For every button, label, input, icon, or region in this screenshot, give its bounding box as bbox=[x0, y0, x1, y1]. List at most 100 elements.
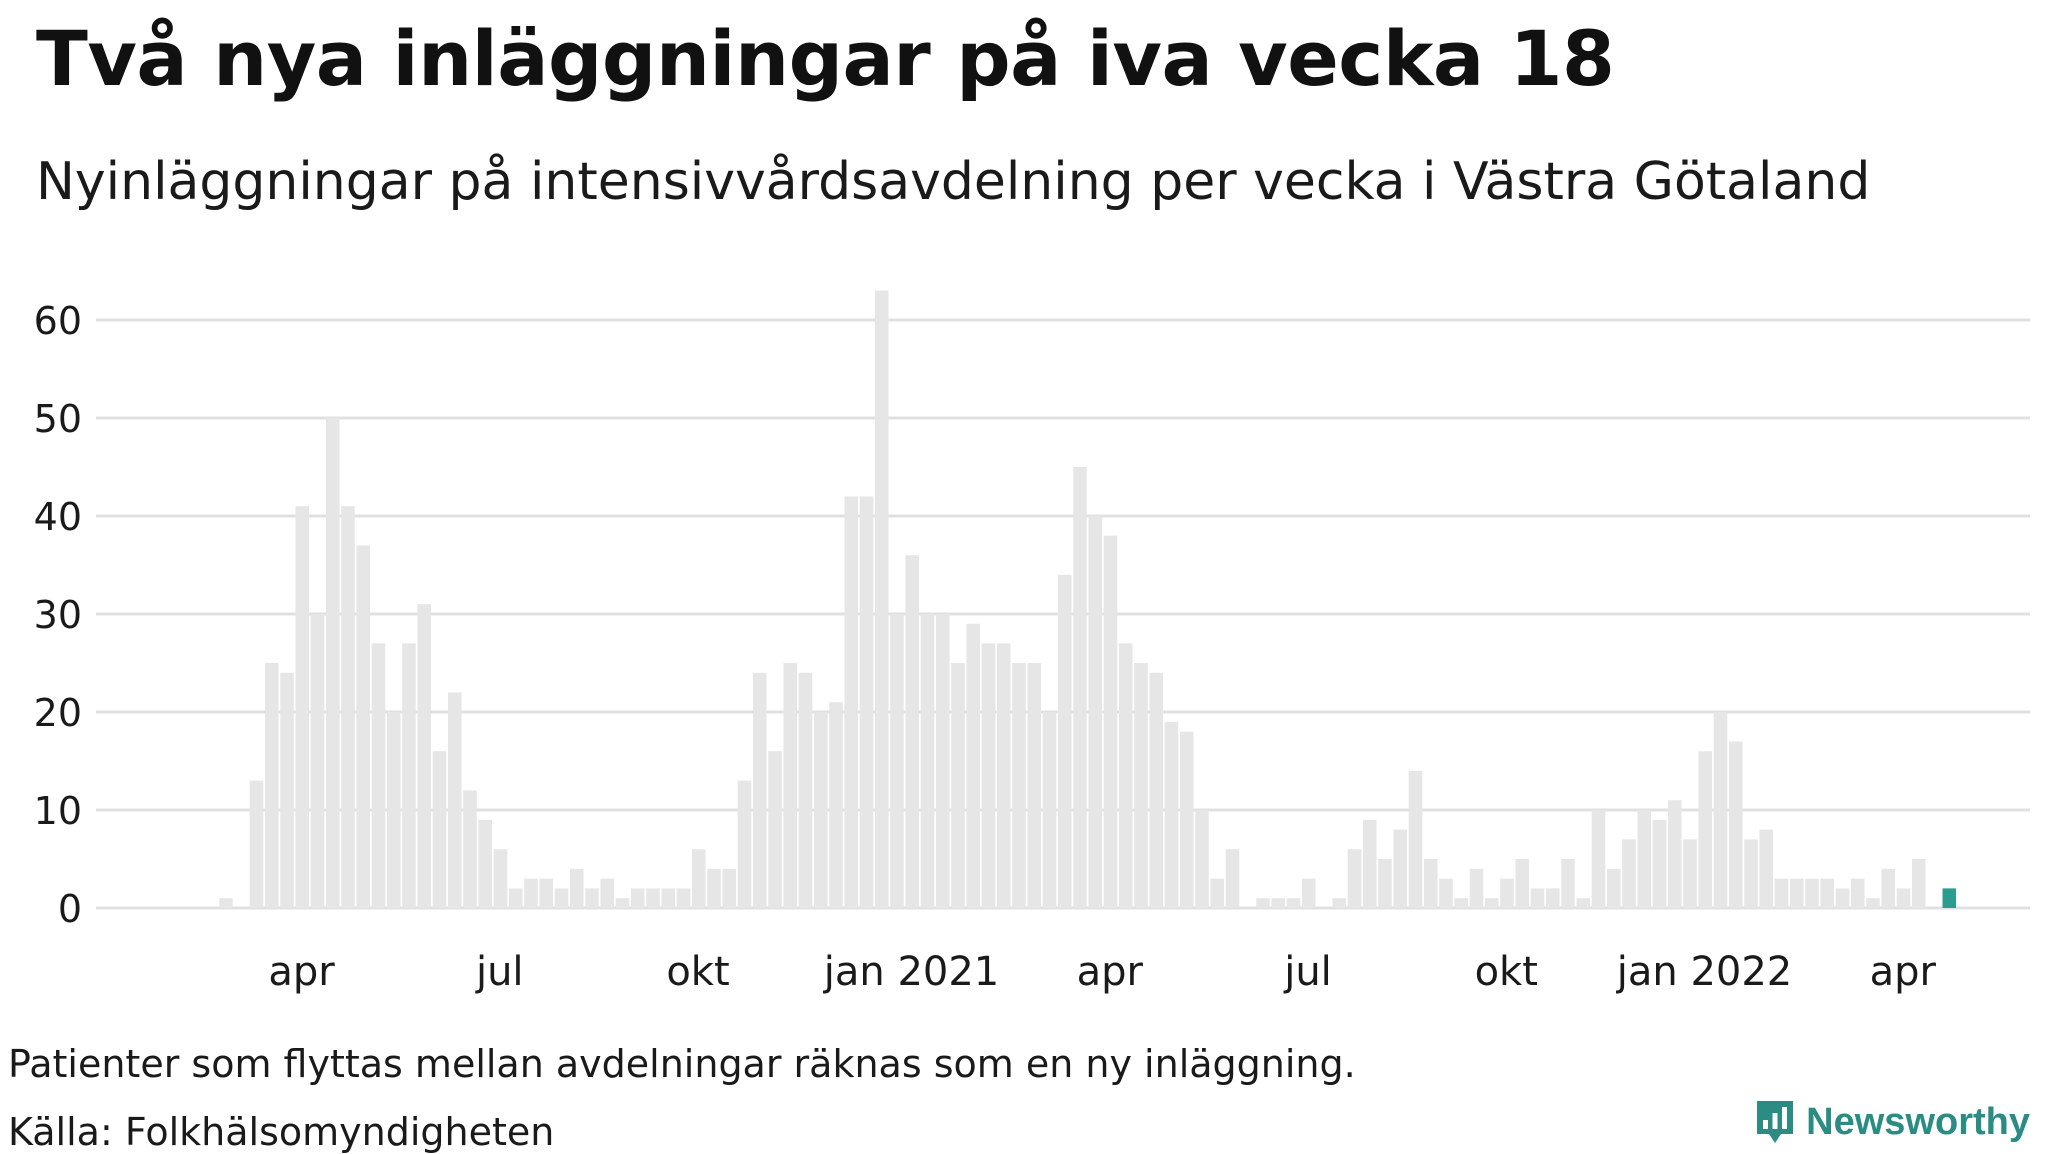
bar bbox=[1149, 672, 1163, 908]
chart-title: Två nya inläggningar på iva vecka 18 bbox=[36, 14, 1615, 103]
brand-name: Newsworthy bbox=[1806, 1100, 2030, 1143]
source-note: Källa: Folkhälsomyndigheten bbox=[8, 1110, 555, 1154]
bar bbox=[265, 663, 279, 908]
bar bbox=[951, 663, 965, 908]
bar bbox=[1790, 878, 1804, 908]
bar bbox=[798, 672, 813, 908]
bar bbox=[1896, 888, 1911, 908]
bar bbox=[1073, 467, 1087, 908]
bar bbox=[417, 604, 431, 908]
bar bbox=[1210, 878, 1224, 908]
bar bbox=[1088, 516, 1102, 908]
bar bbox=[1515, 859, 1529, 908]
bar bbox=[1103, 535, 1118, 908]
bar bbox=[1744, 839, 1758, 908]
bar bbox=[432, 751, 447, 908]
bar bbox=[1058, 574, 1072, 908]
bar bbox=[1439, 878, 1453, 908]
bar bbox=[554, 888, 569, 908]
y-axis-ticks: 0 10 20 30 40 50 60 bbox=[34, 299, 82, 931]
bar bbox=[1637, 810, 1651, 908]
bar bbox=[1683, 839, 1697, 908]
bar bbox=[478, 819, 492, 908]
bar bbox=[1164, 721, 1179, 908]
bar bbox=[1866, 898, 1880, 908]
bar bbox=[1408, 770, 1423, 908]
bar bbox=[356, 545, 370, 908]
bar bbox=[1195, 810, 1209, 908]
bar bbox=[753, 672, 767, 908]
bar bbox=[997, 643, 1011, 908]
x-tick-label: jan 2021 bbox=[823, 949, 1000, 995]
chart-subtitle: Nyinläggningar på intensivvårdsavdelning… bbox=[36, 152, 1871, 212]
bar bbox=[1835, 888, 1850, 908]
bar bbox=[1622, 839, 1636, 908]
bar bbox=[295, 506, 309, 908]
bar bbox=[1851, 878, 1865, 908]
bar bbox=[936, 614, 950, 908]
x-tick-label: jul bbox=[475, 949, 524, 995]
bar bbox=[829, 702, 843, 908]
bar bbox=[326, 418, 340, 908]
x-tick-label: apr bbox=[1077, 949, 1144, 995]
bar bbox=[1881, 868, 1895, 908]
bar bbox=[1180, 731, 1194, 908]
bar bbox=[1347, 849, 1362, 908]
bar bbox=[493, 849, 508, 908]
bar bbox=[814, 712, 828, 908]
bar bbox=[1393, 829, 1407, 908]
y-tick-label: 10 bbox=[34, 789, 82, 833]
bar bbox=[692, 849, 706, 908]
bars bbox=[219, 290, 1956, 909]
bar bbox=[661, 888, 675, 908]
bar bbox=[1454, 898, 1468, 908]
bar bbox=[768, 751, 782, 908]
bar bbox=[1302, 878, 1316, 908]
y-tick-label: 20 bbox=[34, 691, 82, 735]
bar bbox=[219, 898, 233, 908]
bar bbox=[1561, 859, 1575, 908]
bar bbox=[1134, 663, 1148, 908]
newsworthy-brand[interactable]: Newsworthy bbox=[1754, 1098, 2030, 1146]
x-tick-label: apr bbox=[268, 949, 335, 995]
bar bbox=[371, 643, 386, 908]
bar bbox=[1271, 898, 1285, 908]
bar bbox=[646, 888, 660, 908]
bar bbox=[1119, 643, 1133, 908]
y-tick-label: 40 bbox=[34, 495, 82, 539]
bar bbox=[1713, 712, 1728, 908]
bar bbox=[1286, 898, 1301, 908]
bar bbox=[1759, 829, 1773, 908]
bar bbox=[1805, 878, 1819, 908]
bar bbox=[1256, 898, 1270, 908]
bar bbox=[707, 868, 721, 908]
bar bbox=[1729, 741, 1743, 908]
x-tick-label: jan 2022 bbox=[1616, 949, 1793, 995]
x-axis-ticks: apr jul okt jan 2021 apr jul okt jan 2022 apr bbox=[268, 949, 1936, 995]
bar bbox=[1530, 888, 1545, 908]
bar bbox=[844, 496, 858, 908]
bar bbox=[1332, 898, 1346, 908]
bar bbox=[1912, 859, 1926, 908]
bar bbox=[1378, 859, 1392, 908]
bar bbox=[280, 672, 294, 908]
bar bbox=[905, 555, 919, 908]
footnote: Patienter som flyttas mellan avdelningar… bbox=[8, 1042, 1356, 1086]
bar bbox=[1424, 859, 1438, 908]
bar bbox=[585, 888, 599, 908]
bar bbox=[1668, 800, 1682, 908]
bar bbox=[1485, 898, 1499, 908]
bar bbox=[402, 643, 416, 908]
bar bbox=[539, 878, 553, 908]
bar bbox=[981, 643, 996, 908]
bar bbox=[1698, 751, 1712, 908]
bar bbox=[341, 506, 355, 908]
bar bbox=[1774, 878, 1789, 908]
y-tick-label: 50 bbox=[34, 397, 82, 441]
bar bbox=[600, 878, 614, 908]
bar bbox=[1027, 663, 1041, 908]
x-tick-label: apr bbox=[1870, 949, 1937, 995]
bar bbox=[1607, 868, 1621, 908]
x-tick-label: okt bbox=[666, 949, 729, 995]
bar bbox=[1576, 898, 1590, 908]
